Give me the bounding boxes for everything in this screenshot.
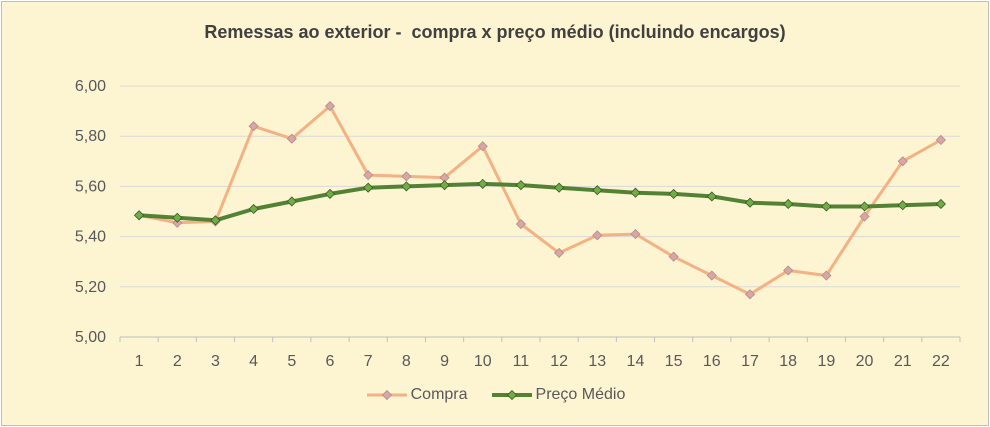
x-tick-label: 21 [894,353,912,370]
data-point-compra [363,170,374,181]
data-point-compra [668,251,679,262]
data-point-preco-medio [515,180,526,191]
x-tick-label: 22 [932,353,950,370]
data-point-preco-medio [286,196,297,207]
data-point-preco-medio [248,203,259,215]
data-point-compra [744,289,756,300]
data-point-preco-medio [859,201,870,212]
data-point-preco-medio [668,188,679,199]
x-tick-label: 19 [817,353,835,370]
data-point-compra [821,270,832,281]
data-point-compra [935,134,946,146]
data-point-compra [515,218,526,230]
data-point-preco-medio [935,198,946,210]
y-tick-label: 5,20 [75,279,106,296]
series-line-preco-medio [138,181,941,223]
data-point-preco-medio [592,185,603,196]
data-point-preco-medio [821,201,832,212]
data-point-compra [286,133,297,144]
x-tick-label: 18 [779,353,797,370]
data-point-compra [706,270,717,281]
data-point-compra [401,171,412,182]
legend-item-compra: Compra [365,386,468,404]
x-tick-label: 2 [173,353,182,370]
x-tick-label: 9 [440,353,449,370]
x-tick-label: 4 [249,353,258,370]
chart-title: Remessas ao exterior - compra x preço mé… [204,22,786,42]
data-point-preco-medio [630,187,641,198]
data-point-compra [324,101,336,112]
data-point-preco-medio [554,182,565,193]
x-tick-label: 7 [364,353,373,370]
data-point-preco-medio [477,178,488,189]
legend-swatch-compra [366,389,407,401]
x-tick-label: 12 [550,353,568,370]
y-tick-label: 5,40 [75,229,106,246]
data-point-preco-medio [210,215,221,226]
data-point-compra [554,247,565,258]
data-point-preco-medio [134,210,145,221]
y-tick-label: 5,00 [75,329,106,346]
series-line-compra [138,104,942,296]
legend-label-compra: Compra [410,386,468,403]
data-point-compra [248,121,259,132]
y-tick-label: 5,80 [75,128,106,145]
data-point-compra [897,156,908,167]
x-tick-label: 3 [211,353,220,370]
data-point-compra [783,265,794,276]
x-tick-label: 5 [287,353,296,370]
y-tick-label: 6,00 [75,78,106,95]
legend-label-preco-medio: Preço Médio [535,386,626,403]
x-tick-label: 11 [513,353,530,370]
data-point-preco-medio [401,181,412,192]
x-tick-label: 20 [856,353,874,370]
data-point-preco-medio [172,212,183,223]
x-tick-label: 16 [703,353,721,370]
data-point-preco-medio [897,200,908,211]
legend-swatch-preco-medio [491,389,532,401]
x-tick-label: 15 [665,353,683,370]
data-point-preco-medio [706,191,717,202]
data-point-preco-medio [783,198,794,210]
legend-item-preco-medio: Preço Médio [490,386,626,404]
x-tick-label: 1 [135,353,144,370]
data-point-preco-medio [439,180,450,191]
data-point-preco-medio [363,182,374,193]
data-point-preco-medio [324,188,336,199]
x-tick-label: 6 [326,353,335,370]
data-point-compra [592,230,603,241]
data-point-compra [477,141,488,152]
x-tick-label: 17 [741,353,759,370]
data-point-compra [630,229,641,240]
x-tick-label: 13 [588,353,606,370]
x-tick-label: 10 [474,353,492,370]
x-tick-label: 8 [402,353,411,370]
data-point-preco-medio [744,197,756,208]
chart-legend: Compra Preço Médio [2,386,988,404]
x-tick-label: 14 [627,353,645,370]
data-point-compra [859,211,870,222]
y-tick-label: 5,60 [75,178,106,195]
